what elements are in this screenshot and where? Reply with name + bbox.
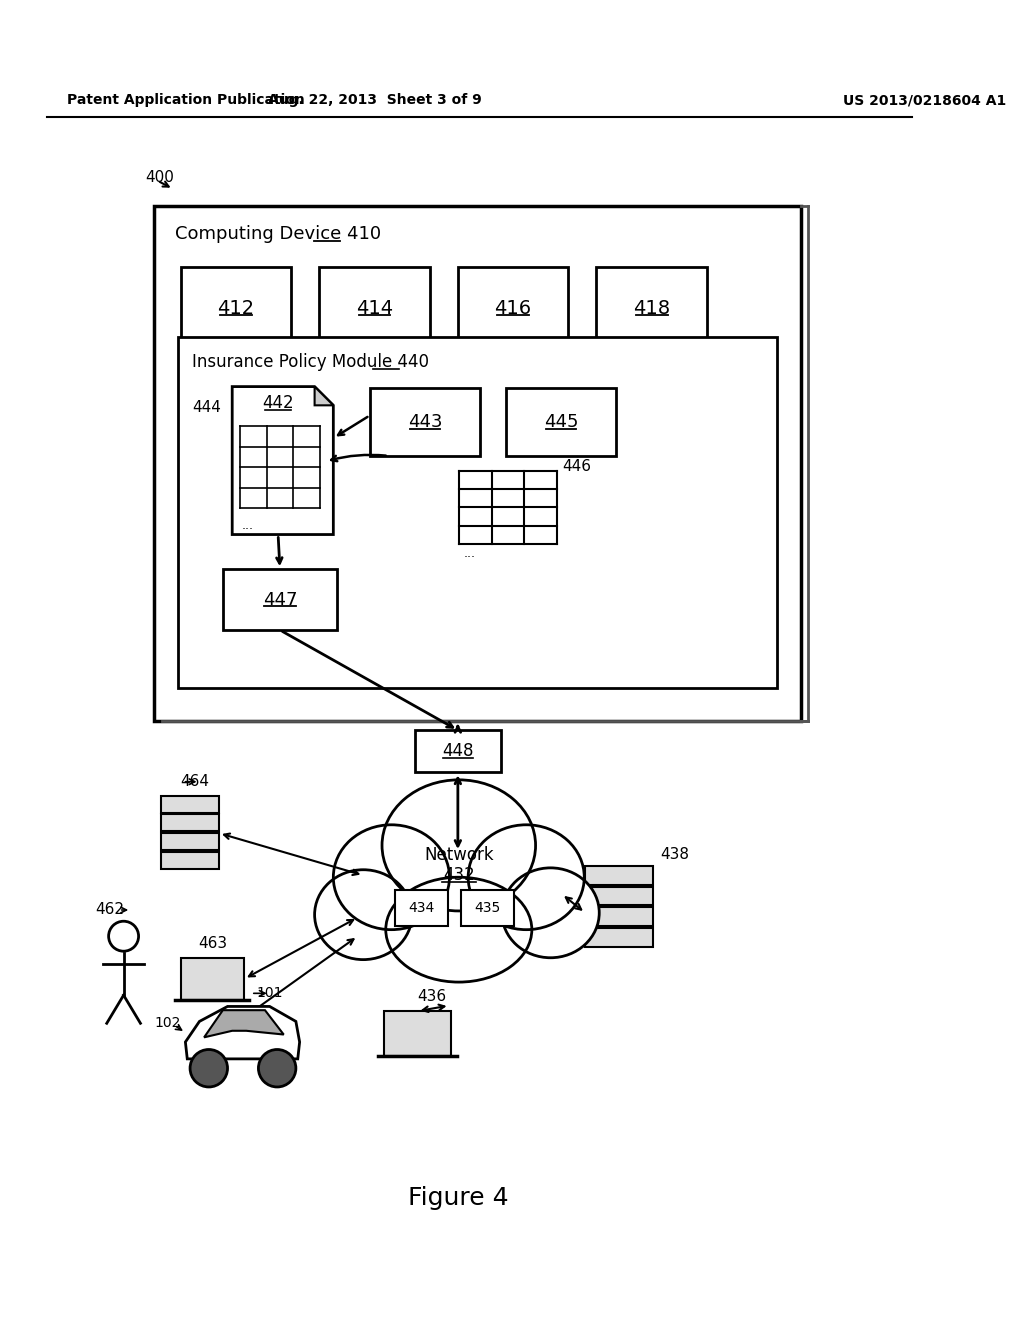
Ellipse shape bbox=[468, 825, 585, 929]
Bar bbox=[180, 958, 245, 999]
Text: 435: 435 bbox=[474, 902, 501, 915]
Bar bbox=[319, 267, 430, 351]
Bar bbox=[596, 267, 707, 351]
Text: Insurance Policy Module 440: Insurance Policy Module 440 bbox=[191, 354, 429, 371]
Circle shape bbox=[109, 921, 138, 952]
Bar bbox=[161, 796, 219, 813]
Text: Figure 4: Figure 4 bbox=[409, 1187, 509, 1210]
Polygon shape bbox=[204, 1010, 284, 1038]
Text: Network: Network bbox=[424, 846, 494, 863]
Bar bbox=[585, 928, 652, 946]
Bar bbox=[178, 337, 777, 688]
Text: 400: 400 bbox=[145, 170, 174, 185]
Ellipse shape bbox=[314, 870, 412, 960]
Bar bbox=[585, 866, 652, 884]
Text: ...: ... bbox=[464, 546, 475, 560]
Bar bbox=[155, 206, 801, 721]
Text: 464: 464 bbox=[180, 775, 209, 789]
Polygon shape bbox=[314, 387, 334, 405]
Text: 462: 462 bbox=[95, 903, 124, 917]
Bar bbox=[161, 833, 219, 850]
Bar bbox=[161, 814, 219, 832]
Text: 102: 102 bbox=[155, 1016, 180, 1031]
Bar bbox=[384, 1011, 452, 1056]
Polygon shape bbox=[185, 1006, 300, 1059]
Text: 463: 463 bbox=[198, 936, 227, 952]
Bar bbox=[585, 887, 652, 906]
Bar bbox=[395, 890, 449, 925]
Text: Computing Device 410: Computing Device 410 bbox=[175, 224, 381, 243]
Text: 436: 436 bbox=[417, 989, 446, 1003]
Text: 448: 448 bbox=[442, 742, 474, 760]
Text: ...: ... bbox=[242, 519, 254, 532]
Circle shape bbox=[258, 1049, 296, 1086]
Bar bbox=[180, 267, 291, 351]
Ellipse shape bbox=[502, 867, 599, 958]
Polygon shape bbox=[232, 387, 334, 535]
Bar bbox=[223, 569, 337, 630]
Text: Aug. 22, 2013  Sheet 3 of 9: Aug. 22, 2013 Sheet 3 of 9 bbox=[267, 94, 481, 107]
Text: 101: 101 bbox=[256, 986, 283, 1001]
Text: Patent Application Publication: Patent Application Publication bbox=[68, 94, 305, 107]
Text: 446: 446 bbox=[562, 458, 591, 474]
Bar bbox=[458, 267, 568, 351]
Text: 447: 447 bbox=[263, 590, 297, 609]
Ellipse shape bbox=[382, 780, 536, 911]
Text: 432: 432 bbox=[443, 866, 475, 884]
Text: 443: 443 bbox=[408, 413, 442, 432]
Text: 434: 434 bbox=[409, 902, 435, 915]
Bar bbox=[415, 730, 501, 772]
Text: 445: 445 bbox=[544, 413, 579, 432]
Bar bbox=[461, 890, 514, 925]
Text: 418: 418 bbox=[633, 300, 671, 318]
Text: US 2013/0218604 A1: US 2013/0218604 A1 bbox=[843, 94, 1006, 107]
Ellipse shape bbox=[386, 878, 531, 982]
Bar bbox=[370, 388, 480, 455]
Bar bbox=[585, 907, 652, 925]
Bar bbox=[161, 851, 219, 869]
Text: 442: 442 bbox=[262, 395, 294, 412]
Ellipse shape bbox=[334, 825, 450, 929]
Circle shape bbox=[190, 1049, 227, 1086]
Bar bbox=[506, 388, 616, 455]
Text: 414: 414 bbox=[356, 300, 393, 318]
Text: 438: 438 bbox=[660, 847, 689, 862]
Text: 444: 444 bbox=[193, 400, 221, 414]
Text: 416: 416 bbox=[495, 300, 531, 318]
Text: 412: 412 bbox=[217, 300, 255, 318]
